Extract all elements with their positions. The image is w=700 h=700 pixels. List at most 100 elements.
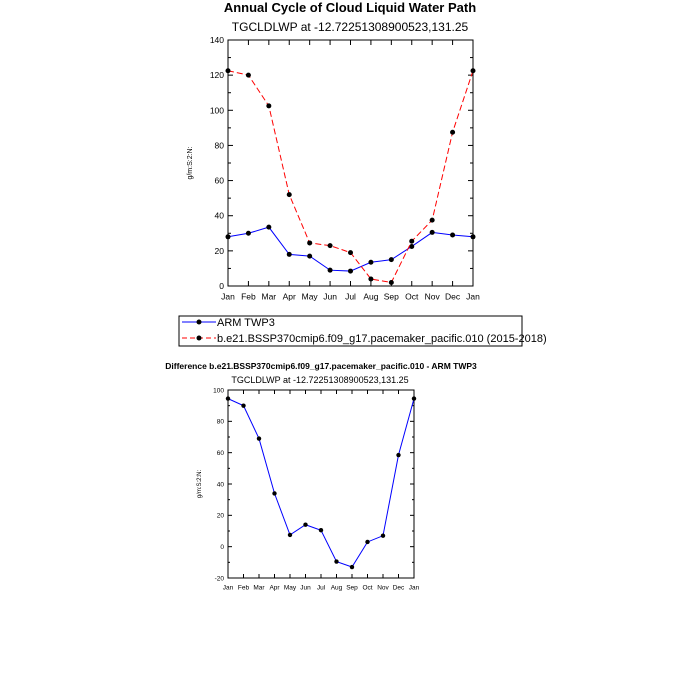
difference-chart: Difference b.e21.BSSP370cmip6.f09_g17.pa… bbox=[165, 361, 477, 592]
x-tick-label: Oct bbox=[362, 585, 372, 592]
data-point bbox=[225, 234, 231, 240]
x-tick-label: Oct bbox=[405, 292, 419, 302]
data-point bbox=[286, 251, 292, 257]
data-point bbox=[396, 452, 401, 458]
data-point bbox=[272, 491, 277, 496]
legend-box bbox=[178, 315, 523, 347]
x-tick-label: Jan bbox=[221, 292, 235, 302]
data-point bbox=[327, 243, 333, 249]
x-tick-label: Mar bbox=[253, 585, 265, 592]
y-tick-label: 60 bbox=[215, 176, 225, 186]
data-point bbox=[450, 232, 456, 238]
chart-title: Difference b.e21.BSSP370cmip6.f09_g17.pa… bbox=[165, 361, 477, 371]
data-point bbox=[409, 243, 415, 249]
plot-area: -20 0 20 40 60 80 100 Jan Feb Mar Apr May Jun Jul Aug S… bbox=[213, 387, 419, 591]
y-tick-label: 0 bbox=[220, 544, 224, 551]
x-tick-label: Nov bbox=[425, 292, 441, 302]
data-point bbox=[470, 234, 476, 240]
y-tick-label: 20 bbox=[217, 513, 225, 520]
legend-marker-model bbox=[196, 335, 202, 341]
data-point bbox=[318, 528, 324, 533]
x-tick-label: Apr bbox=[269, 585, 280, 592]
data-point bbox=[256, 436, 262, 441]
chart-title: Annual Cycle of Cloud Liquid Water Path bbox=[224, 0, 476, 15]
x-tick-label: May bbox=[284, 585, 297, 592]
y-tick-label: 140 bbox=[210, 35, 224, 45]
y-tick-label: 0 bbox=[219, 281, 224, 291]
x-tick-label: Feb bbox=[238, 585, 250, 592]
data-point bbox=[225, 68, 231, 74]
x-tick-label: Jan bbox=[223, 585, 234, 592]
chart-subtitle: TGCLDLWP at -12.72251308900523,131.25 bbox=[232, 20, 469, 34]
y-tick-label: 120 bbox=[210, 70, 224, 80]
y-tick-label: 40 bbox=[217, 481, 225, 488]
x-tick-label: Jan bbox=[466, 292, 480, 302]
chart-subtitle: TGCLDLWP at -12.72251308900523,131.25 bbox=[231, 375, 408, 385]
plot-area: 0 20 40 60 80 100 120 140 Jan Feb Mar Apr May Jun Jul A… bbox=[210, 35, 480, 302]
series-line-0 bbox=[227, 226, 474, 272]
data-point bbox=[348, 250, 353, 256]
y-tick-label: 100 bbox=[210, 105, 224, 115]
y-tick-label: -20 bbox=[215, 575, 225, 582]
y-tick-label: 80 bbox=[217, 419, 225, 426]
series-line-0 bbox=[227, 398, 415, 568]
data-point bbox=[286, 192, 292, 198]
legend-label-arm: ARM TWP3 bbox=[217, 317, 275, 329]
data-point bbox=[327, 267, 333, 273]
data-point bbox=[429, 229, 435, 235]
y-tick-label: 20 bbox=[215, 246, 225, 256]
x-tick-label: Dec bbox=[445, 292, 461, 302]
plot-frame bbox=[227, 39, 474, 287]
data-point bbox=[245, 72, 251, 78]
legend-marker-arm bbox=[196, 319, 202, 325]
data-point bbox=[307, 240, 313, 246]
x-tick-label: Apr bbox=[283, 292, 296, 302]
data-point bbox=[411, 396, 417, 401]
y-tick-label: 60 bbox=[217, 450, 225, 457]
data-point bbox=[388, 279, 394, 285]
data-point bbox=[348, 268, 353, 274]
x-tick-label: Feb bbox=[241, 292, 256, 302]
data-point bbox=[266, 103, 272, 109]
data-point bbox=[303, 522, 308, 527]
x-tick-label: Nov bbox=[377, 585, 389, 592]
data-point bbox=[365, 539, 370, 545]
x-tick-label: Jan bbox=[409, 585, 420, 592]
data-point bbox=[450, 129, 456, 135]
data-point bbox=[470, 68, 476, 74]
x-tick-label: May bbox=[302, 292, 319, 302]
x-tick-label: Jun bbox=[300, 585, 311, 592]
x-tick-label: Aug bbox=[363, 292, 378, 302]
x-tick-label: Dec bbox=[393, 585, 405, 592]
x-tick-label: Mar bbox=[262, 292, 277, 302]
y-axis-label: g/m:S:2:N: bbox=[197, 469, 203, 498]
plot-frame bbox=[227, 389, 415, 579]
x-tick-label: Jun bbox=[323, 292, 337, 302]
x-tick-label: Sep bbox=[346, 585, 358, 592]
legend: ARM TWP3 b.e21.BSSP370cmip6.f09_g17.pace… bbox=[178, 315, 547, 347]
y-tick-label: 40 bbox=[215, 211, 225, 221]
y-tick-label: 100 bbox=[213, 387, 224, 394]
legend-label-model: b.e21.BSSP370cmip6.f09_g17.pacemaker_pac… bbox=[217, 333, 547, 345]
y-axis-label: g/m:S:2:N: bbox=[187, 146, 194, 179]
data-point bbox=[380, 533, 386, 538]
data-point bbox=[429, 217, 435, 223]
x-tick-label: Jul bbox=[317, 585, 326, 592]
data-point bbox=[241, 403, 246, 408]
data-point bbox=[409, 238, 415, 244]
data-point bbox=[388, 257, 394, 263]
x-tick-label: Jul bbox=[345, 292, 356, 302]
data-point bbox=[266, 224, 272, 230]
x-tick-label: Aug bbox=[331, 585, 343, 592]
data-point bbox=[349, 564, 355, 570]
data-point bbox=[225, 396, 231, 401]
legend-entry-arm: ARM TWP3 bbox=[182, 317, 275, 329]
annual-cycle-chart: Annual Cycle of Cloud Liquid Water Path … bbox=[187, 0, 480, 302]
data-point bbox=[307, 253, 313, 259]
data-point bbox=[368, 276, 374, 282]
data-point bbox=[245, 230, 251, 236]
x-tick-label: Sep bbox=[384, 292, 399, 302]
data-point bbox=[287, 532, 293, 538]
data-point bbox=[334, 559, 339, 564]
